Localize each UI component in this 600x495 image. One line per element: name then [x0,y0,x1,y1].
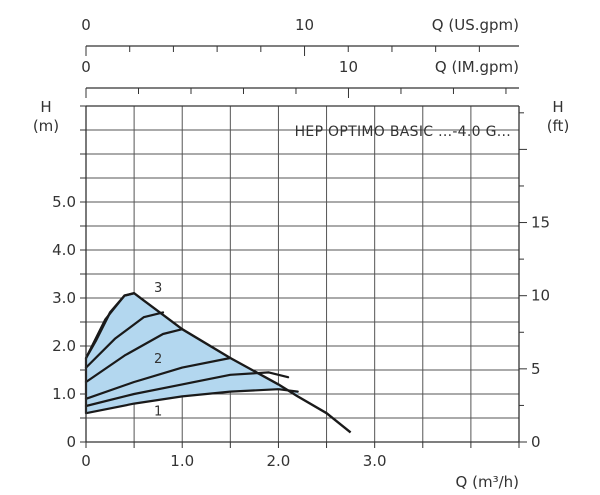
y-axis-label-line2: (m) [33,117,59,135]
ft-tick-label: 0 [531,433,541,451]
curve-line-1 [84,388,299,415]
y-tick-label: 1.0 [52,385,76,403]
chart-title: HEP OPTIMO BASIC ...-4.0 G... [295,124,511,140]
top-tick-label: 0 [81,16,91,34]
y-tick-label: 3.0 [52,289,76,307]
y-axis-label-line1: H [40,98,51,116]
plot-frame [85,105,520,443]
ft-tick-label: 5 [531,360,541,378]
y-tick-label: 5.0 [52,193,76,211]
top-axis-name-2: Q (IM.gpm) [435,58,519,76]
y-tick-label: 4.0 [52,241,76,259]
curve-line-4 [84,328,184,384]
ft-axis-label-line2: (ft) [547,117,570,135]
y-tick-label: 2.0 [52,337,76,355]
curve-line-5 [84,311,165,369]
x-tick-label: 2.0 [267,452,291,470]
y-tick-label: 0 [66,433,76,451]
top-tick-label: 10 [339,58,358,76]
envelope-line [84,292,352,434]
curve-label-3: 3 [154,281,162,296]
curve-label-1: 1 [154,405,162,420]
curve-line-2 [84,371,290,408]
x-axis-label: Q (m³/h) [456,473,519,491]
ft-tick-label: 15 [531,214,550,232]
x-tick-label: 3.0 [363,452,387,470]
top-axis-name-1: Q (US.gpm) [432,16,519,34]
curve-label-2: 2 [154,352,162,367]
top-tick-label: 10 [295,16,314,34]
top-tick-label: 0 [81,58,91,76]
ft-tick-label: 10 [531,287,550,305]
ft-axis-label-line1: H [552,98,563,116]
curve-line-3 [84,356,232,400]
x-tick-label: 0 [81,452,91,470]
axis-labels: 0 1.0 2.0 3.001.02.03.04.05.0051015H(m)H(ft… [33,16,569,470]
x-tick-label: 1.0 [170,452,194,470]
operating-range-area [86,293,298,414]
axis-ticks [80,45,527,448]
